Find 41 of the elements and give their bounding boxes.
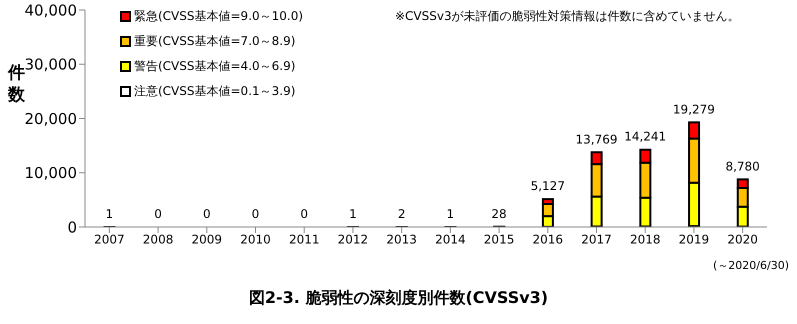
y-tick-label: 30,000 — [24, 56, 77, 74]
legend-label: 警告(CVSS基本値=4.0～6.9) — [134, 58, 296, 75]
total-label: 19,279 — [672, 102, 715, 116]
total-label: 2 — [398, 206, 406, 221]
total-label: 1 — [446, 206, 454, 221]
y-tick-label: 10,000 — [24, 164, 77, 182]
x-tick-label: 2020 — [727, 232, 758, 247]
annotation: ※CVSSv3が未評価の脆弱性対策情報は件数に含めていません。 — [395, 8, 740, 25]
x-tick-label: 2016 — [532, 232, 564, 247]
total-label: 0 — [154, 207, 162, 221]
x-tick-label: 2012 — [338, 232, 368, 247]
x-tick-label: 2010 — [240, 232, 271, 247]
total-label: 28 — [491, 206, 507, 221]
x-tick-label: 2014 — [435, 232, 466, 247]
total-label: 0 — [202, 207, 211, 221]
x-tick-label: 2015 — [484, 232, 514, 247]
total-label: 5,127 — [530, 179, 565, 194]
x-tick-label: 2013 — [386, 232, 417, 247]
text: (～2020/6/30) — [713, 258, 789, 273]
total-label: 0 — [300, 207, 308, 221]
total-label: 8,780 — [725, 159, 760, 174]
legend-label: 注意(CVSS基本値=0.1～3.9) — [134, 83, 296, 100]
x-tick-label: 2011 — [288, 232, 320, 247]
y-tick-label: 0 — [67, 218, 77, 236]
total-label: 13,769 — [576, 132, 618, 146]
x-tick-label: 2018 — [630, 232, 660, 247]
y-tick-label: 20,000 — [24, 110, 77, 128]
y-tick-label: 40,000 — [24, 1, 77, 20]
text: 図2-3. 脆弱性の深刻度別件数(CVSSv3) — [248, 288, 550, 309]
x-tick-label: 2007 — [94, 232, 125, 247]
total-label: 1 — [106, 206, 114, 221]
x-tick-label: 2019 — [678, 232, 710, 247]
total-label: 1 — [349, 206, 357, 221]
legend-label: 緊急(CVSS基本値=9.0～10.0) — [134, 8, 304, 25]
x-tick-label: 2008 — [142, 232, 174, 247]
x-tick-label: 2017 — [581, 232, 612, 247]
y-axis-title: 件数 — [8, 62, 26, 106]
total-label: 0 — [252, 207, 260, 221]
legend-label: 重要(CVSS基本値=7.0～8.9) — [134, 33, 296, 50]
total-label: 14,241 — [624, 130, 666, 144]
x-tick-label: 2009 — [192, 232, 222, 247]
